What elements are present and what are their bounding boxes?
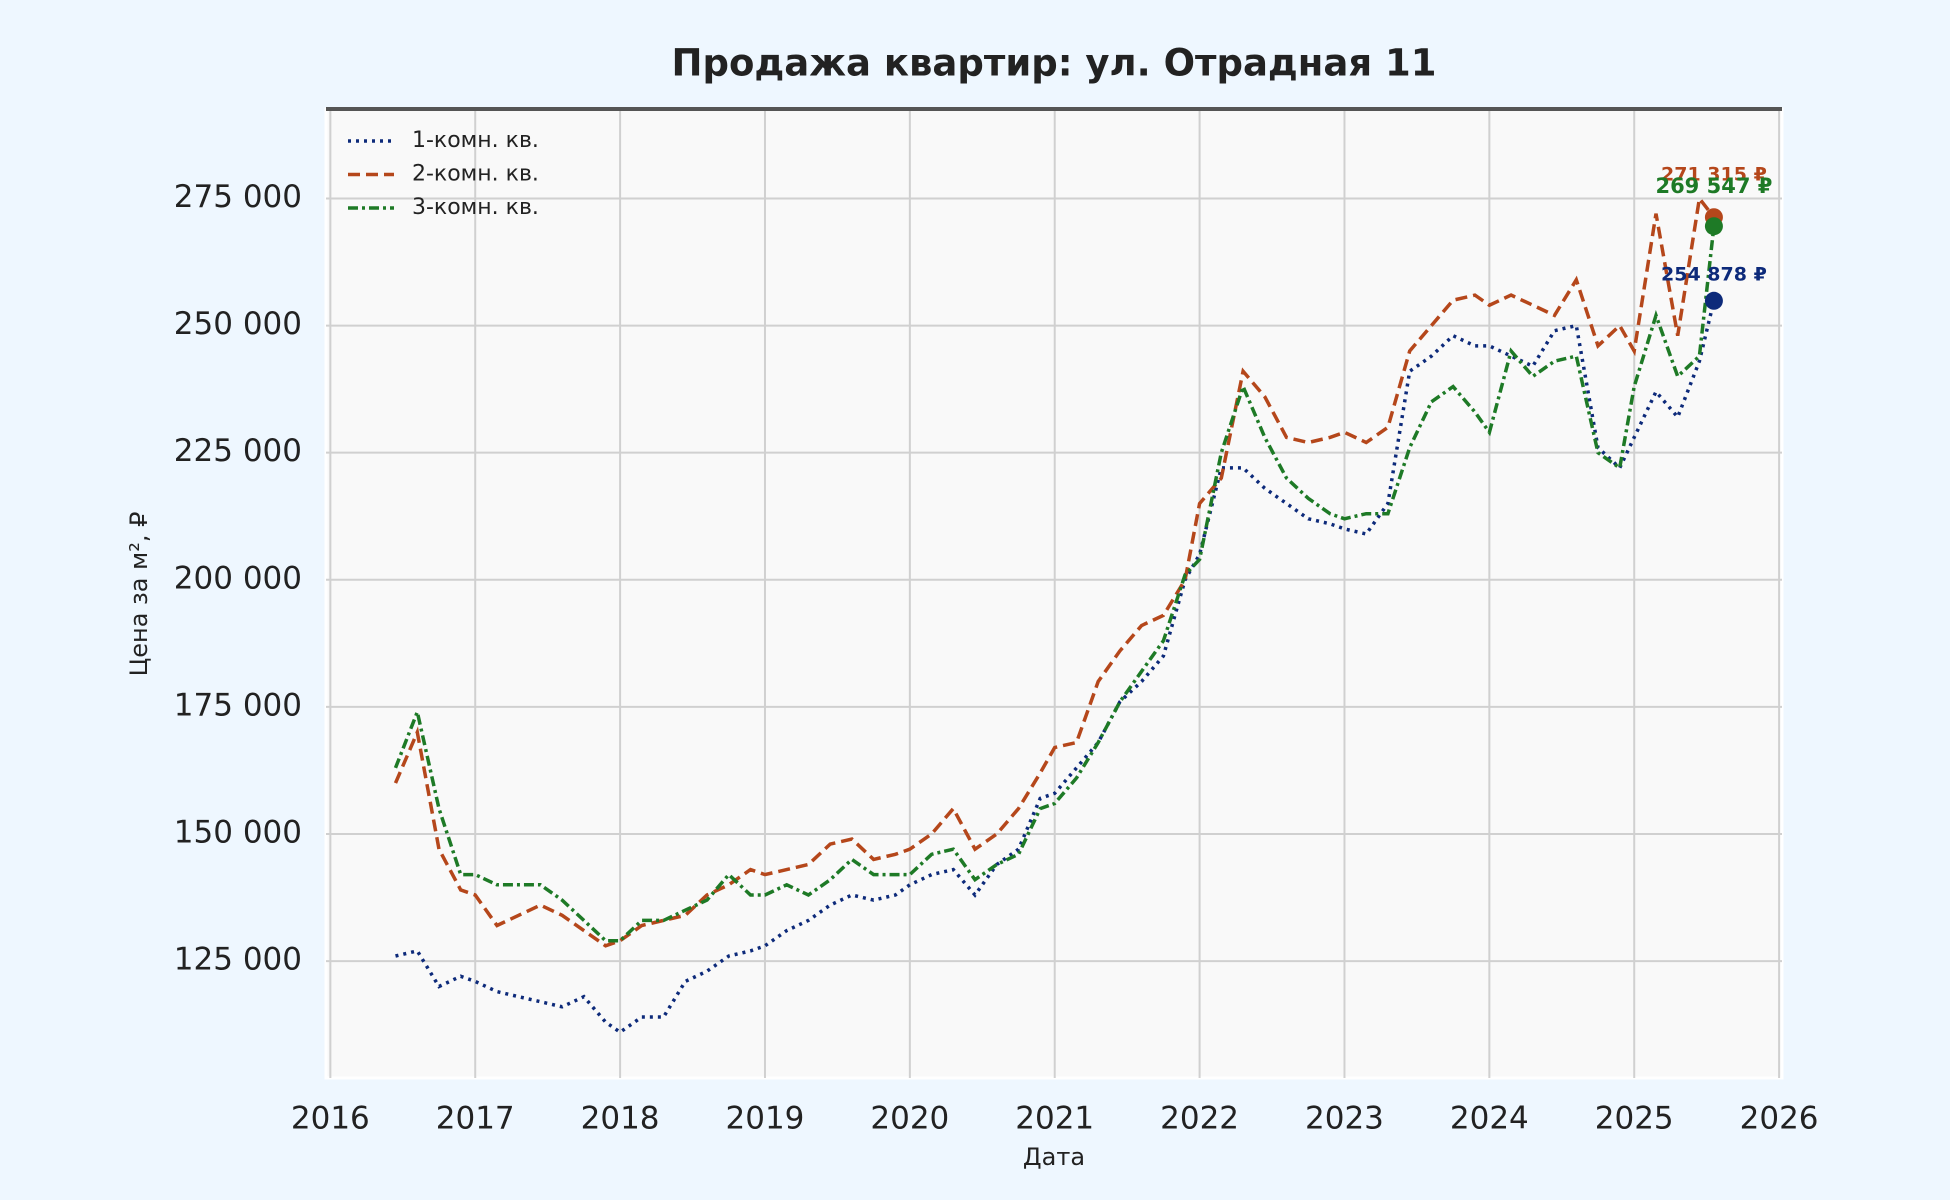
chart-title: Продажа квартир: ул. Отрадная 11 bbox=[672, 42, 1437, 85]
y-tick-label: 225 000 bbox=[174, 433, 302, 469]
x-tick-label: 2023 bbox=[1305, 1101, 1384, 1137]
y-tick-label: 200 000 bbox=[174, 560, 302, 596]
end-point bbox=[1704, 217, 1723, 236]
x-axis-label: Дата bbox=[1023, 1143, 1085, 1171]
x-tick-label: 2017 bbox=[436, 1101, 515, 1137]
y-tick-label: 175 000 bbox=[174, 687, 302, 723]
x-tick-label: 2024 bbox=[1450, 1101, 1529, 1137]
annotation: 271 315 ₽ bbox=[1661, 164, 1767, 186]
x-tick-label: 2019 bbox=[726, 1101, 805, 1137]
y-tick-label: 150 000 bbox=[174, 814, 302, 850]
x-tick-label: 2025 bbox=[1595, 1101, 1674, 1137]
annotation: 254 878 ₽ bbox=[1661, 263, 1767, 285]
series-line bbox=[395, 300, 1716, 1035]
y-axis-label: Цена за м², ₽ bbox=[125, 512, 153, 677]
x-tick-label: 2021 bbox=[1015, 1101, 1094, 1137]
x-tick-label: 2018 bbox=[581, 1101, 660, 1137]
legend-label: 2-комн. кв. bbox=[412, 162, 539, 187]
x-tick-label: 2020 bbox=[870, 1101, 949, 1137]
series-line bbox=[393, 226, 1716, 943]
legend-label: 3-комн. кв. bbox=[412, 195, 539, 220]
annotation: 269 547 ₽ bbox=[1655, 174, 1772, 198]
y-tick-label: 250 000 bbox=[174, 306, 302, 342]
end-point bbox=[1704, 291, 1723, 310]
y-tick-label: 125 000 bbox=[174, 942, 302, 978]
legend-label: 1-комн. кв. bbox=[412, 128, 539, 153]
x-tick-label: 2026 bbox=[1740, 1101, 1819, 1137]
x-tick-label: 2022 bbox=[1160, 1101, 1239, 1137]
x-tick-label: 2016 bbox=[291, 1101, 370, 1137]
y-tick-label: 275 000 bbox=[174, 179, 302, 215]
series-line bbox=[393, 194, 1716, 948]
